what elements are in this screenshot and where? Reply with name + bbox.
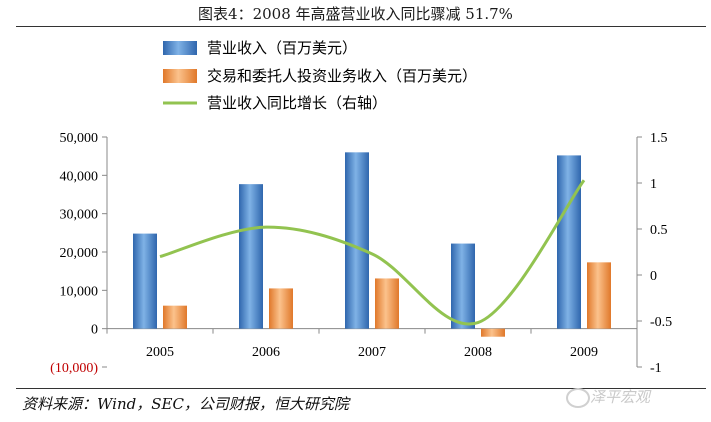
revenue-bar-2007 [345, 152, 369, 329]
x-tick-label: 2009 [570, 345, 598, 360]
revenue-bar-2009 [557, 155, 581, 329]
legend-swatch-2 [163, 69, 197, 83]
right-tick-label: 1.5 [650, 131, 668, 146]
left-tick-label: (10,000) [50, 361, 98, 376]
revenue-bar-2005 [133, 233, 157, 329]
chart-title: 图表4：2008 年高盛营业收入同比骤减 51.7% [198, 5, 513, 23]
axes: (10,000) 0 10,000 20,000 30,000 40,000 50,000 -… [50, 131, 672, 376]
x-tick-label: 2005 [146, 345, 174, 360]
trading-bar-2006 [269, 288, 293, 329]
top-rule [16, 26, 706, 27]
growth-line-path [159, 179, 586, 326]
x-tick-label: 2008 [464, 345, 492, 360]
trading-bar-2005 [163, 305, 187, 329]
right-tick-label: 1 [650, 177, 657, 192]
bars [133, 152, 611, 337]
growth-line [159, 179, 586, 326]
trading-bar-2008 [481, 328, 505, 337]
left-tick-label: 0 [91, 323, 98, 338]
left-tick-label: 10,000 [60, 284, 99, 299]
chart-canvas: 营业收入（百万美元） 交易和委托人投资业务收入（百万美元） 营业收入同比增长（右轴）… [50, 39, 672, 376]
watermark: 泽平宏观 [590, 388, 651, 406]
left-tick-label: 50,000 [60, 131, 99, 146]
left-tick-label: 30,000 [60, 208, 99, 223]
legend-swatch-1 [163, 41, 197, 55]
left-tick-label: 40,000 [60, 169, 99, 184]
trading-bar-2009 [587, 262, 611, 329]
x-tick-label: 2006 [252, 345, 280, 360]
legend-label-2: 交易和委托人投资业务收入（百万美元） [207, 67, 477, 85]
source-note: 资料来源：Wind，SEC，公司财报，恒大研究院 [22, 395, 349, 413]
bottom-rule [16, 388, 706, 389]
trading-bar-2007 [375, 278, 399, 329]
x-tick-label: 2007 [358, 345, 386, 360]
right-tick-label: -1 [650, 361, 662, 376]
right-tick-label: 0 [650, 269, 657, 284]
right-tick-label: -0.5 [650, 315, 672, 330]
revenue-bar-2008 [451, 243, 475, 329]
right-tick-label: 0.5 [650, 223, 668, 238]
left-tick-label: 20,000 [60, 246, 99, 261]
revenue-bar-2006 [239, 184, 263, 329]
wechat-icon [566, 388, 590, 408]
legend-label-1: 营业收入（百万美元） [207, 39, 357, 57]
legend-label-3: 营业收入同比增长（右轴） [207, 94, 387, 112]
legend: 营业收入（百万美元） 交易和委托人投资业务收入（百万美元） 营业收入同比增长（右轴） [163, 39, 477, 112]
